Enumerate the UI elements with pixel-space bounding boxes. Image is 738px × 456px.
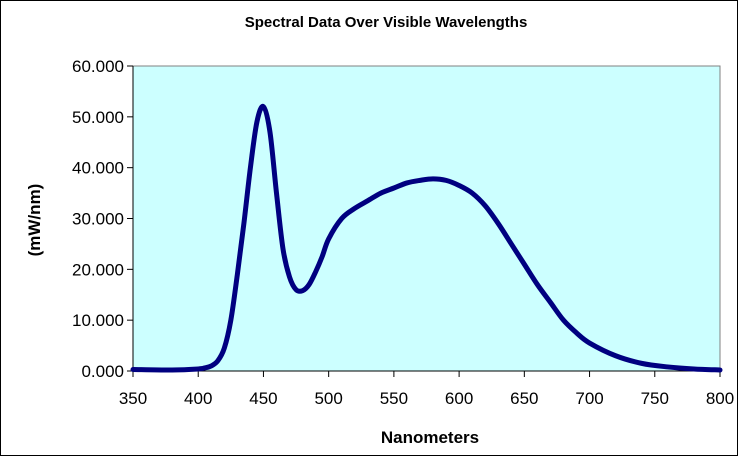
- x-axis-label: Nanometers: [381, 428, 479, 447]
- x-tick-label: 650: [510, 389, 538, 408]
- y-tick-label: 40.000: [72, 159, 124, 178]
- x-axis-ticks: 350 400 450 500 550 600 650 700 750 800: [119, 371, 734, 408]
- y-tick-label: 50.000: [72, 108, 124, 127]
- spectral-series-line: [130, 103, 723, 373]
- y-tick-label: 20.000: [72, 260, 124, 279]
- x-tick-label: 500: [314, 389, 342, 408]
- y-tick-label: 10.000: [72, 311, 124, 330]
- y-tick-label: 60.000: [72, 57, 124, 76]
- y-tick-label: 30.000: [72, 210, 124, 229]
- x-tick-label: 800: [706, 389, 734, 408]
- x-tick-label: 350: [119, 389, 147, 408]
- x-tick-label: 450: [249, 389, 277, 408]
- y-axis-ticks: 0.000 10.000 20.000 30.000 40.000 50.000 60.00…: [72, 57, 133, 381]
- x-tick-label: 400: [184, 389, 212, 408]
- x-tick-label: 750: [641, 389, 669, 408]
- x-tick-label: 700: [575, 389, 603, 408]
- x-tick-label: 600: [445, 389, 473, 408]
- x-tick-label: 550: [380, 389, 408, 408]
- y-tick-label: 0.000: [81, 362, 124, 381]
- chart-title: Spectral Data Over Visible Wavelengths: [245, 14, 528, 31]
- plot-area: [132, 65, 721, 372]
- y-axis-label: (mW/nm): [25, 184, 44, 257]
